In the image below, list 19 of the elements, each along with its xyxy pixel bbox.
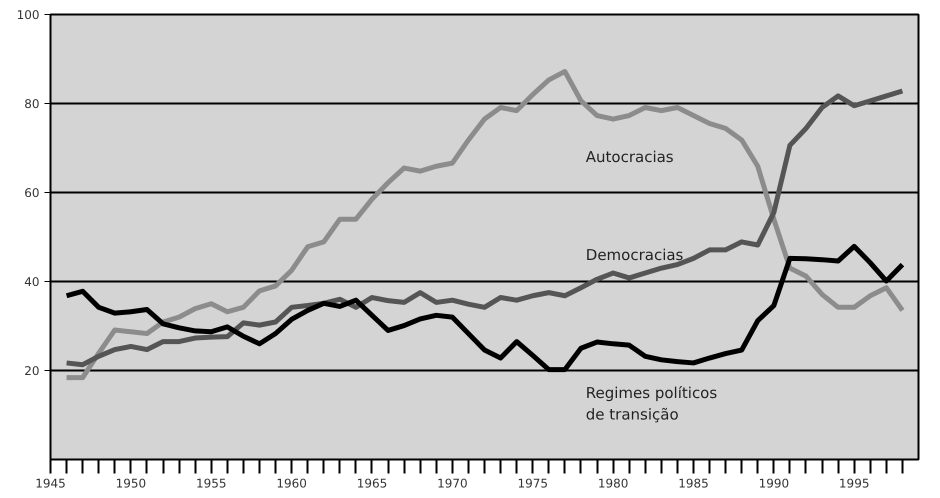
y-tick-label: 20	[24, 364, 40, 378]
x-tick-label: 1950	[116, 476, 146, 490]
x-tick-label: 1965	[356, 476, 388, 490]
x-tick-label: 1975	[517, 476, 548, 490]
x-tick-label: 1980	[598, 476, 628, 490]
x-tick-label: 1970	[437, 476, 468, 490]
text: Autocracias	[586, 148, 674, 166]
x-tick-label: 1960	[276, 476, 307, 490]
series-label: Democracias	[586, 246, 684, 264]
y-tick-label: 60	[24, 186, 40, 200]
y-tick-label: 100	[16, 8, 40, 22]
y-tick-label: 40	[24, 275, 40, 289]
series-label: Regimes políticos de transição	[586, 384, 718, 424]
x-tick-label: 1955	[196, 476, 227, 490]
x-tick-label: 1995	[838, 476, 870, 490]
x-tick-label: 1945	[35, 476, 66, 490]
x-tick-label: 1985	[678, 476, 709, 490]
x-tick-label: 1990	[758, 476, 790, 490]
y-tick-label: 80	[24, 97, 40, 111]
